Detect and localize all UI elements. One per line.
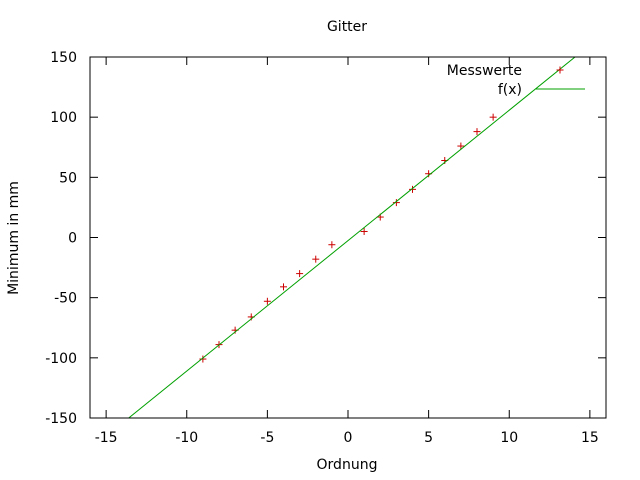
- data-point: [199, 355, 207, 363]
- plot-area: [128, 57, 576, 418]
- x-axis: -15 -10 -5 0 5 10 15: [95, 57, 599, 446]
- data-point: [296, 270, 304, 278]
- plot-frame: [89, 56, 607, 419]
- y-tick-label: 50: [59, 170, 77, 186]
- x-tick-label: -5: [260, 430, 274, 446]
- x-tick-label: 0: [344, 430, 353, 446]
- y-tick-label: 150: [50, 50, 77, 66]
- y-axis-label: Minimum in mm: [6, 181, 22, 295]
- data-point: [328, 241, 336, 249]
- data-point: [489, 113, 497, 121]
- data-point: [360, 227, 368, 235]
- chart-title: Gitter: [327, 19, 367, 35]
- y-tick-label: -100: [45, 351, 77, 367]
- legend-entry-label: f(x): [498, 82, 522, 98]
- x-tick-label: -15: [95, 430, 118, 446]
- x-tick-label: -10: [175, 430, 198, 446]
- data-point: [263, 297, 271, 305]
- x-tick-label: 5: [424, 430, 433, 446]
- data-point: [457, 142, 465, 150]
- x-tick-label: 15: [581, 430, 599, 446]
- y-axis: -150 -100 -50 0 50 100 150: [45, 50, 606, 427]
- y-tick-label: -50: [54, 291, 77, 307]
- series-line-fx: [128, 57, 576, 418]
- legend-marker-swatch: [556, 66, 564, 74]
- y-tick-label: 100: [50, 110, 77, 126]
- data-point: [312, 255, 320, 263]
- legend: Messwerte f(x): [447, 63, 585, 98]
- data-point: [473, 128, 481, 136]
- x-axis-label: Ordnung: [317, 457, 378, 473]
- legend-entry-label: Messwerte: [447, 63, 522, 79]
- y-tick-label: -150: [45, 411, 77, 427]
- data-point: [409, 185, 416, 193]
- x-tick-label: 10: [500, 430, 518, 446]
- data-point: [280, 283, 287, 291]
- y-tick-label: 0: [68, 231, 77, 247]
- data-point: [392, 199, 400, 207]
